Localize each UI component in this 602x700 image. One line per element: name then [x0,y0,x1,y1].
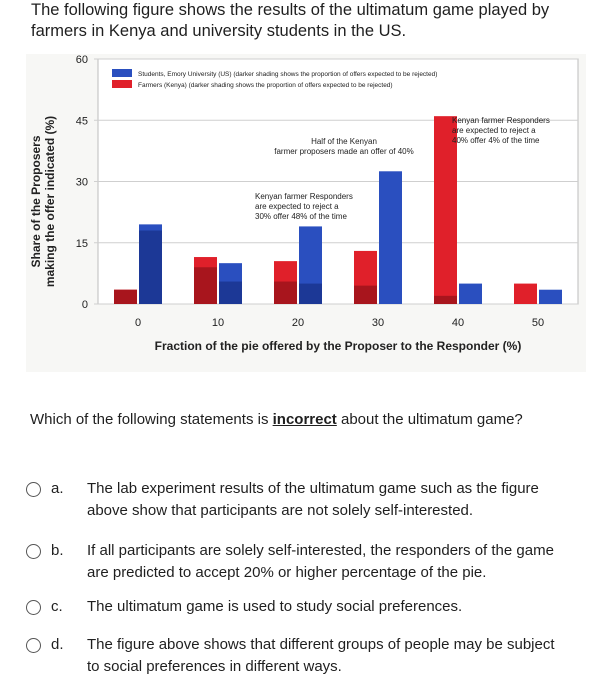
legend-swatch-kenya [112,80,132,88]
kenya-bar [514,283,537,304]
question-after: about the ultimatum game? [336,411,523,428]
y-tick-label: 15 [76,238,88,250]
chart-svg: 0 15 30 45 60 0 10 20 30 40 50 Fraction of the pie … [29,54,579,353]
kenya-rejected-bar [434,295,457,304]
option-c[interactable]: c. The ultimatum game is used to study s… [26,596,586,618]
ultimatum-chart: 0 15 30 45 60 0 10 20 30 40 50 Fraction of the pie … [26,54,586,372]
kenya-bar [434,116,457,304]
kenya-rejected-bar [274,281,297,304]
radio-button[interactable] [26,544,41,559]
kenya-rejected-bar [354,285,377,304]
question-heading: The following figure shows the results o… [31,1,550,40]
legend-swatch-us [112,69,132,77]
option-text: The figure above shows that different gr… [87,636,555,675]
x-tick-label: 40 [452,317,464,329]
option-text: The ultimatum game is used to study soci… [87,598,463,615]
option-text: The lab experiment results of the ultima… [87,480,539,519]
radio-button[interactable] [26,600,41,615]
legend-label-us: Students, Emory University (US) (darker … [138,71,437,78]
radio-button[interactable] [26,482,41,497]
option-a[interactable]: a. The lab experiment results of the ult… [26,478,586,522]
annotation-reject-30: Kenyan farmer Responders are expected to … [255,192,353,221]
us-rejected-bar [219,281,242,304]
annotation-half-kenyan: Half of the Kenyan farmer proposers made … [274,137,413,156]
question-text: Which of the following statements is inc… [30,410,590,430]
us-rejected-bar [139,230,162,304]
x-tick-label: 20 [292,317,304,329]
us-bar [379,171,402,304]
option-letter: b. [51,542,64,559]
us-rejected-bar [299,283,322,304]
y-tick-label: 30 [76,177,88,189]
x-tick-label: 10 [212,317,224,329]
y-axis-label: Share of the Proposersmaking the offer i… [29,116,57,287]
option-letter: a. [51,480,64,497]
option-letter: d. [51,636,64,653]
y-tick-label: 0 [82,299,88,311]
option-b[interactable]: b. If all participants are solely self-i… [26,540,586,584]
kenya-rejected-bar [194,267,217,304]
x-axis-label: Fraction of the pie offered by the Propo… [155,339,522,353]
option-letter: c. [51,598,63,615]
y-tick-label: 60 [76,54,88,66]
us-bar [459,283,482,304]
x-tick-label: 50 [532,317,544,329]
legend-label-kenya: Farmers (Kenya) (darker shading shows th… [138,82,393,89]
question-before: Which of the following statements is [30,411,273,428]
option-text: If all participants are solely self-inte… [87,542,554,581]
x-tick-label: 0 [135,317,141,329]
option-d[interactable]: d. The figure above shows that different… [26,634,586,678]
us-bar [539,289,562,304]
kenya-rejected-bar [114,289,137,304]
radio-button[interactable] [26,638,41,653]
question-emphasis: incorrect [272,411,337,428]
y-tick-label: 45 [76,115,88,127]
x-tick-label: 30 [372,317,384,329]
annotation-reject-40: Kenyan farmer Responders are expected to … [452,116,550,145]
